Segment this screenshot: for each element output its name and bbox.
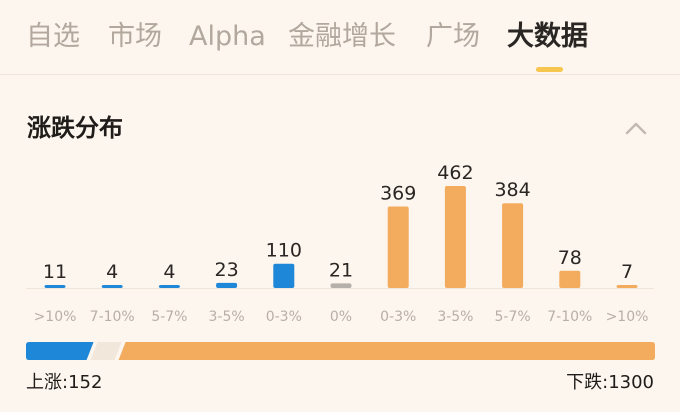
chart-tick-label-7: 3-5% xyxy=(437,309,473,325)
chart-tick-label-1: 7-10% xyxy=(90,309,135,325)
distribution-chart: 11 >10% 4 7-10% 4 5-7% 23 3-5% 110 0-3% 21 0% 369 0-3… xyxy=(26,162,654,325)
chart-value-label-3: 23 xyxy=(215,259,239,281)
chart-tick-label-2: 5-7% xyxy=(151,309,187,325)
chart-bar-5 xyxy=(330,283,352,288)
chevron-up-icon xyxy=(625,122,647,135)
chart-bar-1 xyxy=(101,285,123,288)
flat-segment xyxy=(90,342,122,360)
chart-value-label-1: 4 xyxy=(106,261,118,283)
chart-tick-label-9: 7-10% xyxy=(547,309,592,325)
up-count-label: 上涨:152 xyxy=(26,372,103,393)
section-title: 涨跌分布 xyxy=(27,114,123,142)
tab-square[interactable]: 广场 xyxy=(426,21,480,52)
up-down-ratio-bar xyxy=(26,342,655,360)
top-tab-bar: 自选 市场 Alpha 金融增长 广场 大数据 xyxy=(0,0,680,75)
chart-bar-6 xyxy=(387,206,409,288)
chart-bar-10 xyxy=(616,285,638,288)
tab-watchlist[interactable]: 自选 xyxy=(26,21,80,52)
tab-market[interactable]: 市场 xyxy=(108,21,162,52)
chart-value-label-2: 4 xyxy=(163,261,175,283)
chart-value-label-4: 110 xyxy=(266,240,302,262)
active-tab-indicator xyxy=(536,67,563,72)
chart-tick-label-6: 0-3% xyxy=(380,309,416,325)
down-count-label: 下跌:1300 xyxy=(566,372,654,393)
tab-alpha[interactable]: Alpha xyxy=(189,21,266,52)
chart-bar-0 xyxy=(44,285,66,288)
tab-big-data[interactable]: 大数据 xyxy=(507,21,588,52)
down-segment xyxy=(118,342,655,360)
chart-tick-label-3: 3-5% xyxy=(209,309,245,325)
chart-bar-9 xyxy=(559,270,581,288)
chart-bar-2 xyxy=(158,285,180,288)
up-segment xyxy=(26,342,94,360)
chart-bar-4 xyxy=(273,263,295,288)
chart-value-label-10: 7 xyxy=(621,261,633,283)
tab-financial-growth[interactable]: 金融增长 xyxy=(288,21,396,52)
chart-tick-label-0: >10% xyxy=(34,309,77,325)
chart-tick-label-10: >10% xyxy=(606,309,649,325)
chart-bar-3 xyxy=(216,282,238,288)
chart-value-label-8: 384 xyxy=(494,179,530,201)
chart-bar-7 xyxy=(444,186,466,288)
chart-bar-8 xyxy=(502,203,524,288)
chart-tick-label-4: 0-3% xyxy=(266,309,302,325)
chart-tick-label-8: 5-7% xyxy=(495,309,531,325)
collapse-button[interactable] xyxy=(620,112,652,144)
chart-value-label-7: 462 xyxy=(437,162,473,184)
chart-value-label-6: 369 xyxy=(380,183,416,205)
chart-tick-label-5: 0% xyxy=(330,309,352,325)
chart-value-label-9: 78 xyxy=(558,247,582,269)
chart-value-label-5: 21 xyxy=(329,259,353,281)
chart-value-label-0: 11 xyxy=(43,261,67,283)
